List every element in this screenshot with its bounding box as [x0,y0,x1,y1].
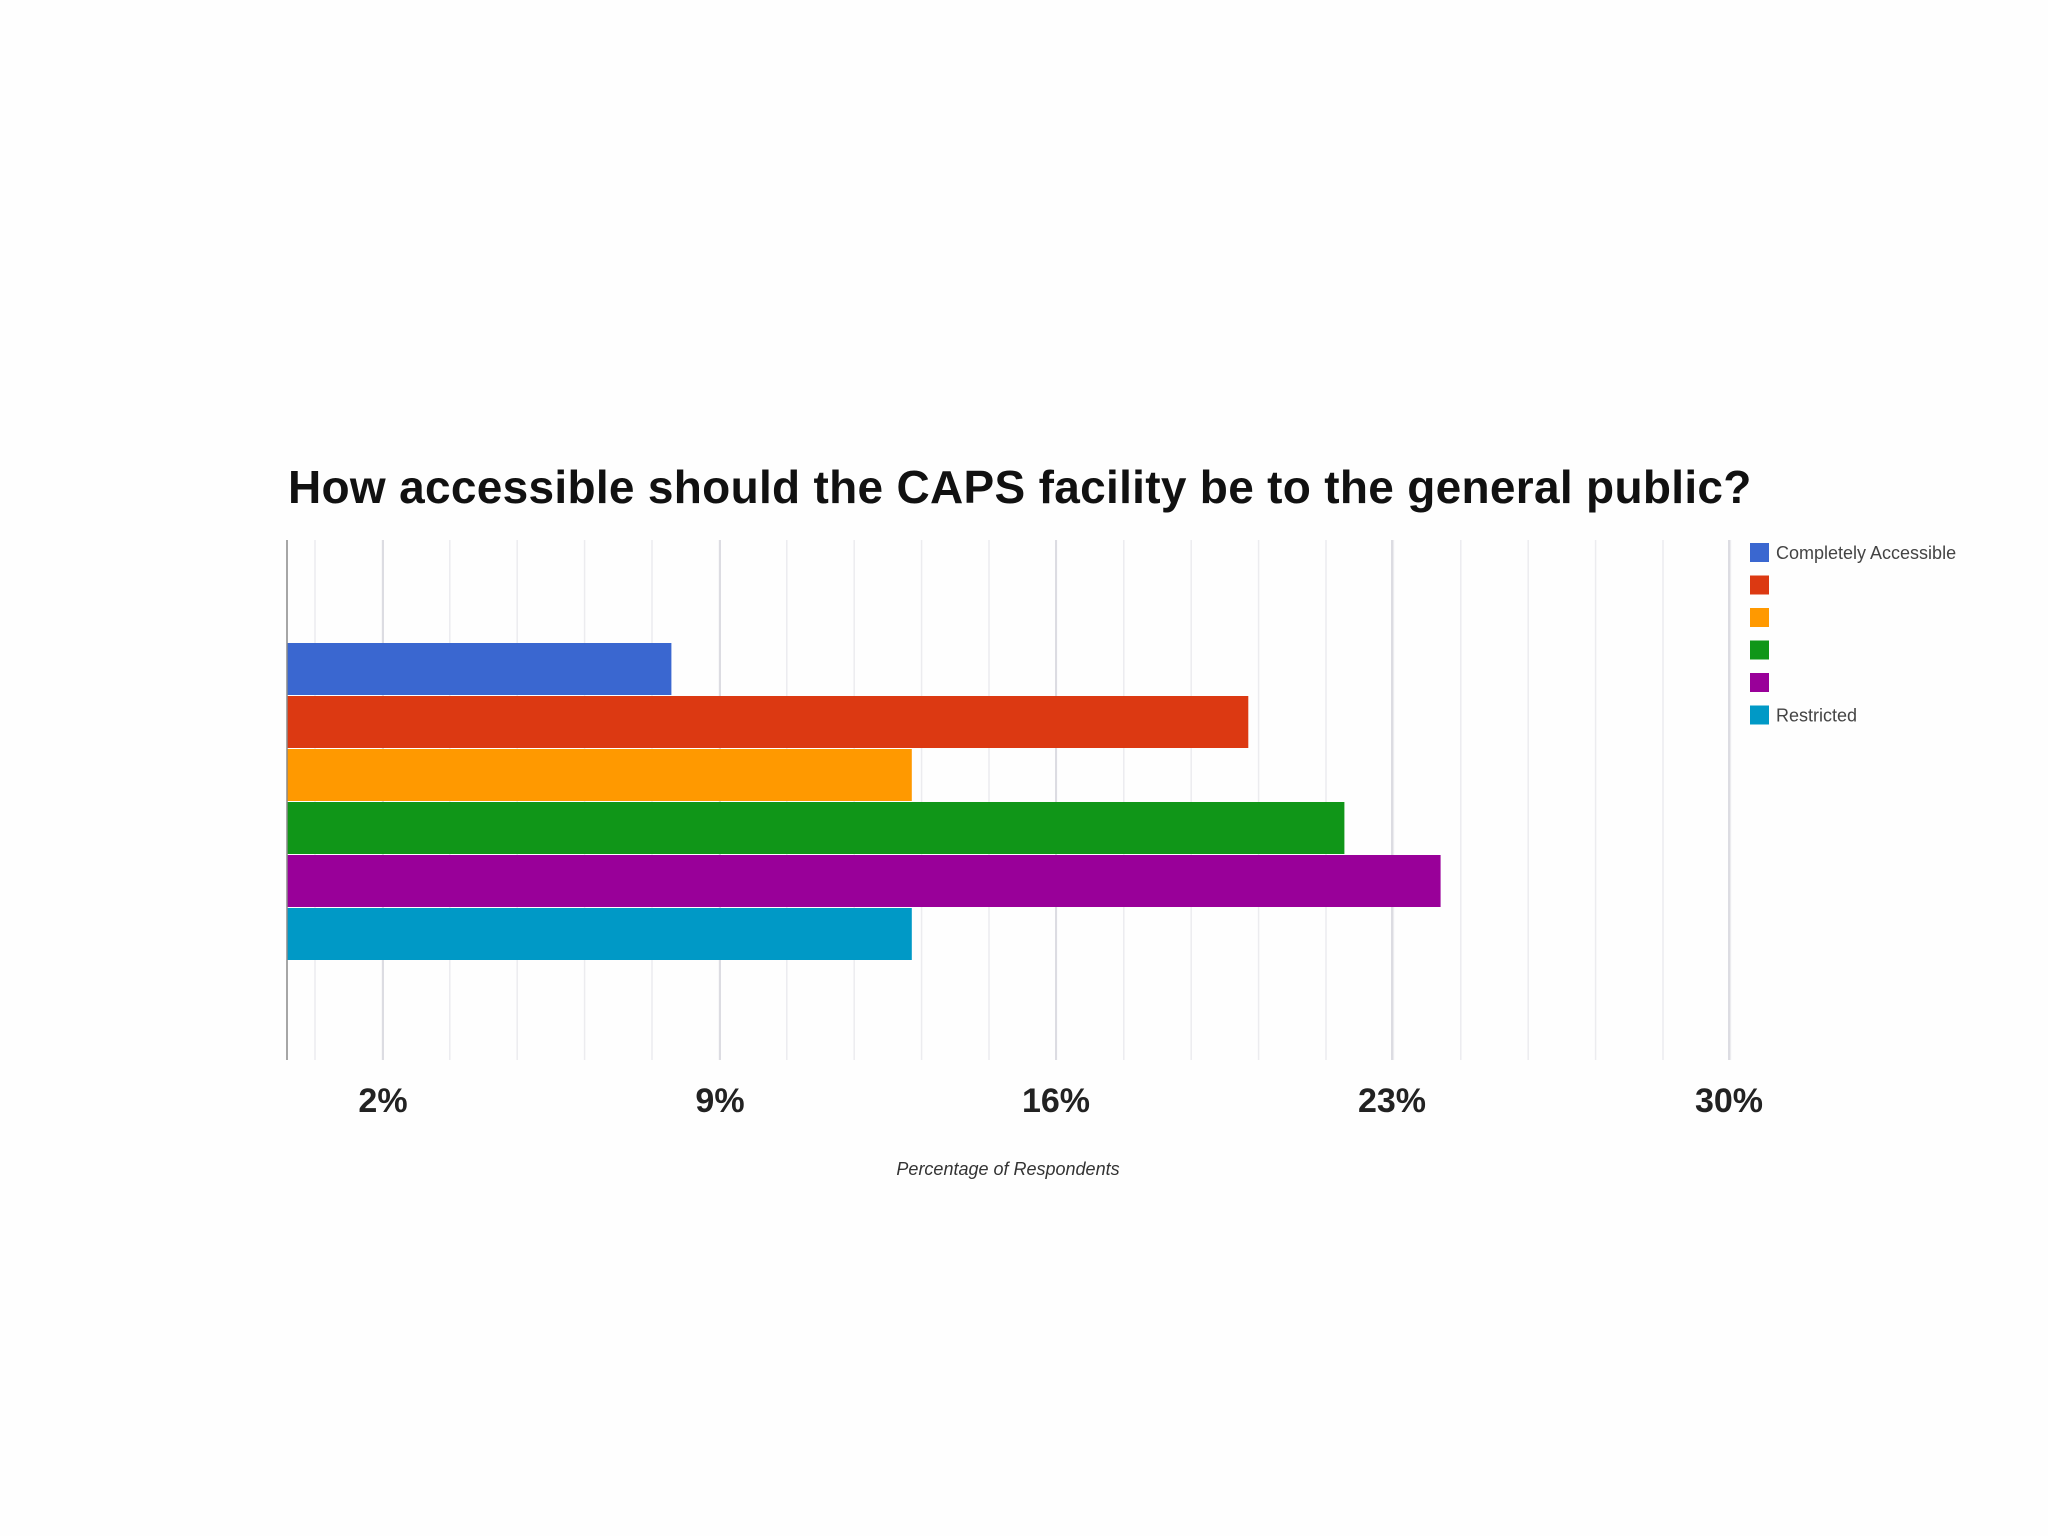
x-tick-label: 9% [695,1082,744,1120]
bar-3 [287,802,1345,854]
bar-4 [287,855,1441,907]
legend: Completely Accessible Restricted [1750,543,1956,726]
gridlines [314,540,1732,1060]
x-tick-label: 16% [1022,1082,1090,1120]
x-tick-label: 23% [1358,1082,1426,1120]
legend-swatch [1750,705,1769,725]
bar-0 [287,643,672,695]
x-axis-title: Percentage of Respondents [896,1159,1119,1179]
x-tick-label: 2% [358,1082,407,1120]
legend-label: Restricted [1776,706,1857,726]
legend-swatch [1750,543,1769,562]
bar-5 [287,908,912,960]
bars [287,643,1441,960]
chart-title: How accessible should the CAPS facility … [288,461,1752,513]
legend-swatch [1750,640,1769,660]
bar-1 [287,696,1249,748]
legend-label: Completely Accessible [1776,543,1956,563]
legend-swatch [1750,608,1769,627]
bar-2 [287,749,912,801]
legend-swatch [1750,673,1769,692]
x-tick-label: 30% [1695,1082,1763,1120]
legend-swatch [1750,575,1769,595]
x-tick-labels: 2% 9% 16% 23% 30% [358,1082,1763,1120]
